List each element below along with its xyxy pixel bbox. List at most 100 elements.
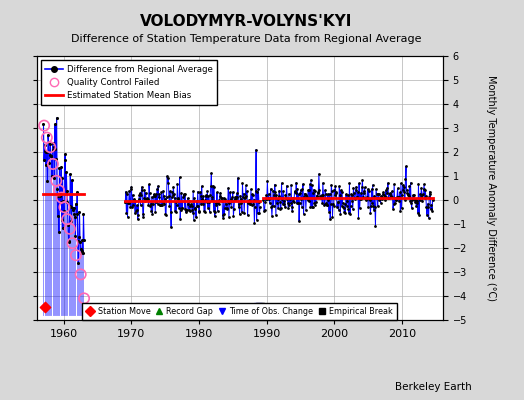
Point [299,181,307,187]
Point [184,207,193,213]
Point [344,192,352,198]
Point [261,199,269,206]
Point [123,214,132,220]
Point [80,237,88,243]
Point [69,207,78,214]
Point [235,211,244,218]
Point [383,190,391,196]
Point [413,198,421,204]
Point [188,207,196,214]
Point [398,182,407,188]
Point [324,191,332,197]
Point [157,202,165,208]
Point [363,186,372,192]
Point [401,176,410,182]
Point [409,196,418,203]
Point [220,211,228,217]
Point [278,200,287,207]
Point [417,185,425,191]
Point [316,194,325,201]
Point [296,190,304,196]
Point [79,250,87,256]
Point [137,192,145,198]
Point [270,192,278,198]
Point [54,229,63,235]
Point [216,192,224,199]
Point [226,189,234,196]
Point [222,205,231,212]
Point [134,212,143,218]
Point [189,188,198,194]
Point [384,194,392,201]
Point [330,202,338,209]
Point [192,198,201,205]
Point [132,208,140,214]
Point [121,198,129,205]
Point [130,210,139,216]
Point [390,200,399,206]
Point [75,234,83,241]
Point [183,207,191,214]
Point [339,200,347,206]
Point [165,193,173,199]
Point [243,212,252,218]
Point [68,240,77,246]
Point [122,210,130,216]
Point [270,182,279,188]
Point [339,204,347,211]
Point [247,202,256,208]
Point [159,193,168,200]
Point [47,153,55,160]
Point [78,248,86,254]
Point [122,188,130,195]
Point [163,173,171,179]
Point [210,208,218,214]
Point [78,237,86,244]
Point [301,190,309,197]
Point [298,204,306,210]
Point [399,186,407,193]
Point [177,206,185,213]
Point [360,189,368,196]
Point [225,200,234,207]
Point [356,196,364,202]
Point [125,188,134,194]
Point [402,163,410,170]
Point [137,184,146,190]
Point [279,188,288,194]
Point [42,149,50,155]
Point [41,162,50,168]
Point [41,304,50,310]
Point [411,196,420,203]
Point [80,295,88,302]
Point [407,200,416,206]
Point [169,184,178,190]
Point [170,191,178,198]
Point [319,192,328,198]
Point [141,189,150,196]
Point [63,199,72,206]
Point [408,205,416,211]
Point [147,201,155,207]
Point [248,191,256,198]
Point [169,192,177,198]
Point [423,201,432,207]
Point [50,174,59,181]
Point [309,189,318,196]
Point [129,196,138,203]
Point [253,189,261,196]
Point [261,196,270,203]
Point [237,200,246,206]
Point [403,191,412,198]
Point [162,212,170,218]
Point [346,203,355,209]
Point [232,194,241,201]
Point [154,183,162,189]
Point [417,194,425,200]
Point [249,197,258,203]
Point [314,189,322,195]
Point [211,213,219,220]
Point [391,195,399,202]
Point [289,195,297,201]
Point [353,194,362,200]
